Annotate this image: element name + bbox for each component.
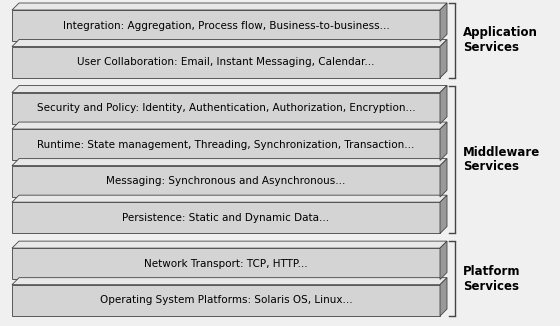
Polygon shape (12, 241, 447, 248)
Text: User Collaboration: Email, Instant Messaging, Calendar...: User Collaboration: Email, Instant Messa… (77, 57, 375, 67)
Text: Network Transport: TCP, HTTP...: Network Transport: TCP, HTTP... (144, 259, 308, 269)
Polygon shape (440, 122, 447, 160)
Polygon shape (440, 195, 447, 233)
Polygon shape (440, 3, 447, 41)
Polygon shape (12, 285, 440, 316)
Polygon shape (12, 129, 440, 160)
Polygon shape (12, 159, 447, 166)
Polygon shape (440, 159, 447, 197)
Text: Messaging: Synchronous and Asynchronous...: Messaging: Synchronous and Asynchronous.… (106, 176, 346, 186)
Polygon shape (12, 278, 447, 285)
Polygon shape (440, 85, 447, 124)
Polygon shape (12, 122, 447, 129)
Polygon shape (12, 47, 440, 78)
Polygon shape (12, 248, 440, 279)
Text: Integration: Aggregation, Process flow, Business-to-business...: Integration: Aggregation, Process flow, … (63, 21, 389, 31)
Text: Middleware
Services: Middleware Services (463, 145, 540, 173)
Text: Runtime: State management, Threading, Synchronization, Transaction...: Runtime: State management, Threading, Sy… (38, 140, 415, 150)
Text: Application
Services: Application Services (463, 26, 538, 54)
Polygon shape (12, 202, 440, 233)
Polygon shape (12, 195, 447, 202)
Text: Operating System Platforms: Solaris OS, Linux...: Operating System Platforms: Solaris OS, … (100, 295, 352, 305)
Polygon shape (12, 39, 447, 47)
Polygon shape (12, 10, 440, 41)
Polygon shape (12, 3, 447, 10)
Text: Persistence: Static and Dynamic Data...: Persistence: Static and Dynamic Data... (123, 213, 330, 223)
Text: Security and Policy: Identity, Authentication, Authorization, Encryption...: Security and Policy: Identity, Authentic… (37, 103, 416, 113)
Polygon shape (12, 85, 447, 93)
Polygon shape (12, 166, 440, 197)
Text: Platform
Services: Platform Services (463, 265, 520, 292)
Polygon shape (440, 278, 447, 316)
Polygon shape (12, 93, 440, 124)
Polygon shape (440, 39, 447, 78)
Polygon shape (440, 241, 447, 279)
